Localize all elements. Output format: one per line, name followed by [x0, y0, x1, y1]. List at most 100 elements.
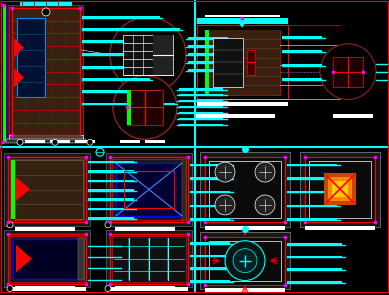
Bar — [8, 288, 86, 291]
Bar — [190, 255, 230, 257]
Bar — [106, 153, 192, 226]
Bar — [15, 227, 75, 231]
Bar — [287, 164, 337, 166]
Bar — [197, 25, 288, 99]
Bar — [190, 242, 230, 245]
Bar — [120, 140, 140, 143]
Bar — [127, 89, 163, 125]
Bar — [88, 189, 134, 191]
Bar — [179, 100, 223, 102]
Bar — [179, 94, 223, 96]
Bar — [8, 157, 86, 222]
Circle shape — [7, 222, 13, 228]
Bar — [287, 205, 337, 207]
Bar — [82, 17, 160, 19]
Bar — [110, 288, 188, 291]
Bar — [332, 181, 348, 197]
Bar — [11, 160, 15, 219]
Bar — [190, 280, 230, 283]
Bar — [205, 289, 285, 292]
Bar — [287, 191, 337, 194]
Circle shape — [255, 195, 275, 215]
Bar — [333, 57, 363, 86]
Bar — [82, 40, 155, 43]
Bar — [305, 226, 375, 230]
Bar — [188, 61, 228, 64]
Bar — [9, 5, 83, 138]
Bar — [124, 171, 174, 208]
Bar — [15, 286, 75, 291]
Bar — [182, 159, 186, 220]
Bar — [82, 103, 175, 105]
Bar — [205, 15, 280, 17]
Bar — [205, 157, 285, 222]
Bar — [115, 227, 175, 231]
Bar — [188, 53, 228, 56]
Bar — [15, 160, 83, 219]
Circle shape — [215, 195, 235, 215]
Bar — [188, 45, 228, 48]
Bar — [197, 18, 288, 24]
Bar — [287, 256, 342, 258]
Circle shape — [320, 44, 376, 99]
Bar — [247, 50, 255, 75]
Bar — [6, 139, 86, 143]
Circle shape — [96, 148, 104, 156]
Bar — [190, 177, 230, 180]
Bar — [88, 199, 134, 201]
Circle shape — [225, 241, 265, 281]
Bar — [179, 118, 223, 120]
Bar — [205, 237, 285, 284]
Bar — [82, 78, 150, 81]
Bar — [205, 30, 209, 94]
Bar — [9, 135, 83, 141]
Bar — [88, 217, 134, 220]
Bar — [110, 234, 188, 283]
Bar — [88, 180, 134, 182]
Bar — [209, 30, 280, 94]
Bar — [17, 18, 45, 97]
Polygon shape — [14, 38, 24, 58]
Bar — [8, 5, 9, 142]
Bar — [190, 164, 230, 166]
Bar — [112, 236, 186, 281]
Bar — [115, 286, 175, 291]
Circle shape — [17, 139, 23, 145]
Bar — [200, 152, 290, 227]
Bar — [123, 35, 173, 75]
Circle shape — [113, 76, 177, 139]
Bar — [333, 114, 373, 118]
Bar — [287, 268, 342, 271]
Bar — [190, 205, 230, 207]
Bar — [10, 159, 84, 220]
Bar — [190, 191, 230, 194]
Bar — [145, 140, 165, 143]
Bar — [205, 226, 285, 230]
Bar — [282, 36, 322, 39]
Bar — [309, 161, 371, 218]
Bar — [4, 230, 90, 288]
Polygon shape — [237, 20, 247, 28]
Bar — [188, 37, 228, 40]
Bar — [188, 69, 228, 72]
Bar — [282, 64, 322, 67]
Circle shape — [233, 249, 257, 273]
Bar — [3, 5, 6, 142]
Bar — [116, 163, 182, 216]
Circle shape — [255, 162, 275, 182]
Bar — [25, 140, 45, 143]
Bar — [110, 157, 188, 222]
Circle shape — [52, 139, 58, 145]
Bar — [12, 8, 80, 135]
Bar — [282, 78, 322, 81]
Circle shape — [42, 8, 50, 16]
Bar — [106, 230, 192, 288]
Bar — [127, 89, 131, 125]
Bar — [179, 88, 223, 91]
Polygon shape — [16, 245, 32, 273]
Bar — [20, 2, 72, 6]
Bar — [328, 177, 352, 201]
Bar — [88, 208, 134, 210]
Bar — [82, 66, 170, 69]
Bar — [190, 268, 230, 270]
